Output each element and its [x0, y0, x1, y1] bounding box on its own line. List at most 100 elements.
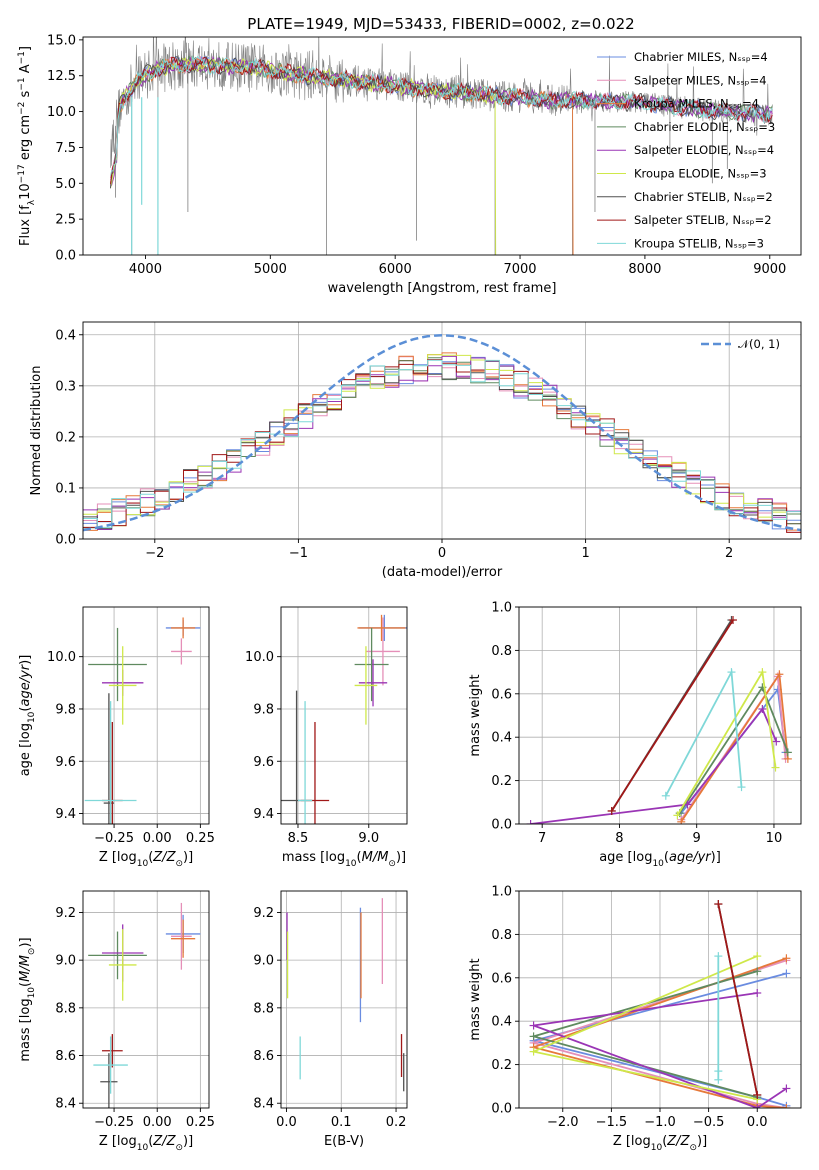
x-axis-label: mass [log10(M/M⊙)] [282, 850, 406, 869]
legend-entry: Kroupa STELIB, Nₛₛₚ=3 [634, 236, 764, 250]
y-tick-label: 0.8 [491, 928, 512, 943]
y-tick-label: 1.0 [491, 601, 512, 616]
y-tick-label: 0.2 [491, 774, 512, 789]
model-line-6 [110, 55, 773, 189]
x-tick-label: 4000 [129, 262, 162, 277]
x-tick-label: 8.5 [288, 831, 309, 846]
legend: Chabrier MILES, Nₛₛₚ=4 Salpeter MILES, Nₛ… [597, 50, 775, 250]
x-tick-label: 0.0 [747, 1115, 768, 1130]
x-tick-label: 5000 [254, 262, 287, 277]
y-axis-label: age [log10(age/yr)] [18, 655, 37, 777]
y-tick-label: 9.0 [55, 954, 76, 969]
plot-area-mass-vs-EBV [286, 898, 405, 1092]
legend: 𝒩(0, 1) [701, 337, 780, 351]
y-tick-label: 0.6 [491, 687, 512, 702]
y-tick-label: 10.0 [47, 650, 76, 665]
axes-frame [280, 890, 408, 1109]
x-axis-label: (data-model)/error [382, 565, 503, 580]
series-line-2 [530, 957, 787, 1108]
x-tick-label: 8 [615, 831, 623, 846]
legend-entry: 𝒩(0, 1) [738, 337, 780, 351]
plot-area-mass-vs-Z [88, 902, 201, 1108]
y-tick-label: 8.4 [55, 1097, 76, 1112]
legend-entry: Kroupa MILES, Nₛₛₚ=4 [634, 97, 759, 111]
x-tick-label: −2 [145, 546, 164, 561]
histogram-6 [83, 360, 801, 530]
y-axis-label: Flux [fλ10−17 erg cm−2 s−1 A−1] [17, 46, 37, 246]
x-tick-label: 0.0 [276, 1115, 297, 1130]
plot-area-mass-weight-vs-Z [529, 900, 791, 1108]
legend-entry: Chabrier STELIB, Nₛₛₚ=2 [634, 190, 773, 204]
y-tick-label: 1.0 [491, 885, 512, 900]
x-tick-label: 0.25 [186, 1115, 215, 1130]
y-tick-label: 0.3 [55, 379, 76, 394]
legend-entry: Salpeter STELIB, Nₛₛₚ=2 [634, 213, 772, 227]
histogram-5 [83, 354, 801, 527]
legend-entry: Chabrier ELODIE, Nₛₛₚ=3 [634, 120, 775, 134]
x-tick-label: 9000 [753, 262, 786, 277]
x-tick-label: −0.5 [693, 1115, 725, 1130]
plot-area-age-vs-mass [281, 614, 407, 824]
y-tick-label: 15.0 [47, 33, 76, 48]
x-tick-label: 2 [725, 546, 733, 561]
x-axis-label: Z [log10(Z/Z⊙)] [613, 1134, 707, 1153]
x-tick-label: −1.5 [596, 1115, 628, 1130]
y-tick-label: 0.0 [491, 818, 512, 833]
panel-mass-vs-EBV: 0.0 0.1 0.2 8.4 8.6 8.8 9.0 9.2 E(B-V) [253, 890, 408, 1149]
plot-area-mass-weight-vs-age [526, 616, 792, 824]
axes-frame [518, 606, 802, 825]
y-axis-label: mass [log10(M/M⊙)] [18, 937, 37, 1061]
plot-area-age-vs-Z [84, 617, 201, 824]
series-line-1 [530, 959, 787, 1108]
x-tick-label: −0.25 [94, 1115, 134, 1130]
x-tick-label: 7000 [503, 262, 536, 277]
y-axis-label: mass weight [468, 674, 483, 756]
axes-frame [280, 606, 408, 825]
series-line-7 [717, 903, 759, 1096]
y-tick-label: 9.2 [55, 906, 76, 921]
y-tick-label: 0.4 [491, 1015, 512, 1030]
y-tick-label: 0.8 [491, 644, 512, 659]
legend-entry: Salpeter MILES, Nₛₛₚ=4 [634, 73, 767, 87]
model-line-8 [110, 55, 773, 176]
panels: 4000 5000 6000 7000 8000 90000.02.55.07.510.0… [17, 33, 802, 1153]
y-tick-label: 0.0 [55, 249, 76, 264]
y-tick-label: 9.0 [253, 954, 274, 969]
x-tick-label: 0.00 [143, 831, 172, 846]
histogram-8 [83, 359, 801, 528]
y-tick-label: 0.4 [491, 731, 512, 746]
x-tick-label: 0 [438, 546, 446, 561]
y-tick-label: 10.0 [47, 105, 76, 120]
y-tick-label: 0.2 [55, 430, 76, 445]
y-tick-label: 7.5 [55, 141, 76, 156]
y-axis-label: mass weight [468, 958, 483, 1040]
x-axis-label: Z [log10(Z/Z⊙)] [99, 1134, 193, 1153]
y-tick-label: 8.6 [55, 1049, 76, 1064]
x-axis-label: E(B-V) [324, 1134, 364, 1149]
legend-entry: Salpeter ELODIE, Nₛₛₚ=4 [634, 143, 774, 157]
x-tick-label: −0.25 [94, 831, 134, 846]
x-tick-label: 1 [581, 546, 589, 561]
panel-mass-weight-vs-age: 7 8 9 10 0.0 0.2 0.4 0.6 0.8 1.0 age [log10(age/yr… [468, 601, 802, 869]
y-tick-label: 8.8 [253, 1001, 274, 1016]
x-axis-label: wavelength [Angstrom, rest frame] [328, 281, 557, 296]
x-tick-label: 7 [538, 831, 546, 846]
legend-entry: Kroupa ELODIE, Nₛₛₚ=3 [634, 167, 767, 181]
y-tick-label: 9.4 [253, 807, 274, 822]
axes-frame [82, 606, 210, 825]
plot-area-spectrum [110, 37, 773, 255]
x-tick-label: 0.2 [386, 1115, 407, 1130]
legend-entry: Chabrier MILES, Nₛₛₚ=4 [634, 50, 768, 64]
y-tick-label: 9.4 [55, 807, 76, 822]
x-tick-label: −1.0 [644, 1115, 676, 1130]
series-line-7 [610, 619, 734, 812]
x-tick-label: 0.25 [186, 831, 215, 846]
y-tick-label: 0.4 [55, 328, 76, 343]
panel-age-vs-Z: −0.25 0.00 0.25 9.4 9.6 9.8 10.0 Z [log10(Z/Z⊙)… [18, 606, 215, 869]
series-line-4 [533, 992, 787, 1108]
x-tick-label: 6000 [379, 262, 412, 277]
y-tick-label: 9.2 [253, 906, 274, 921]
y-tick-label: 2.5 [55, 213, 76, 228]
y-tick-label: 5.0 [55, 177, 76, 192]
